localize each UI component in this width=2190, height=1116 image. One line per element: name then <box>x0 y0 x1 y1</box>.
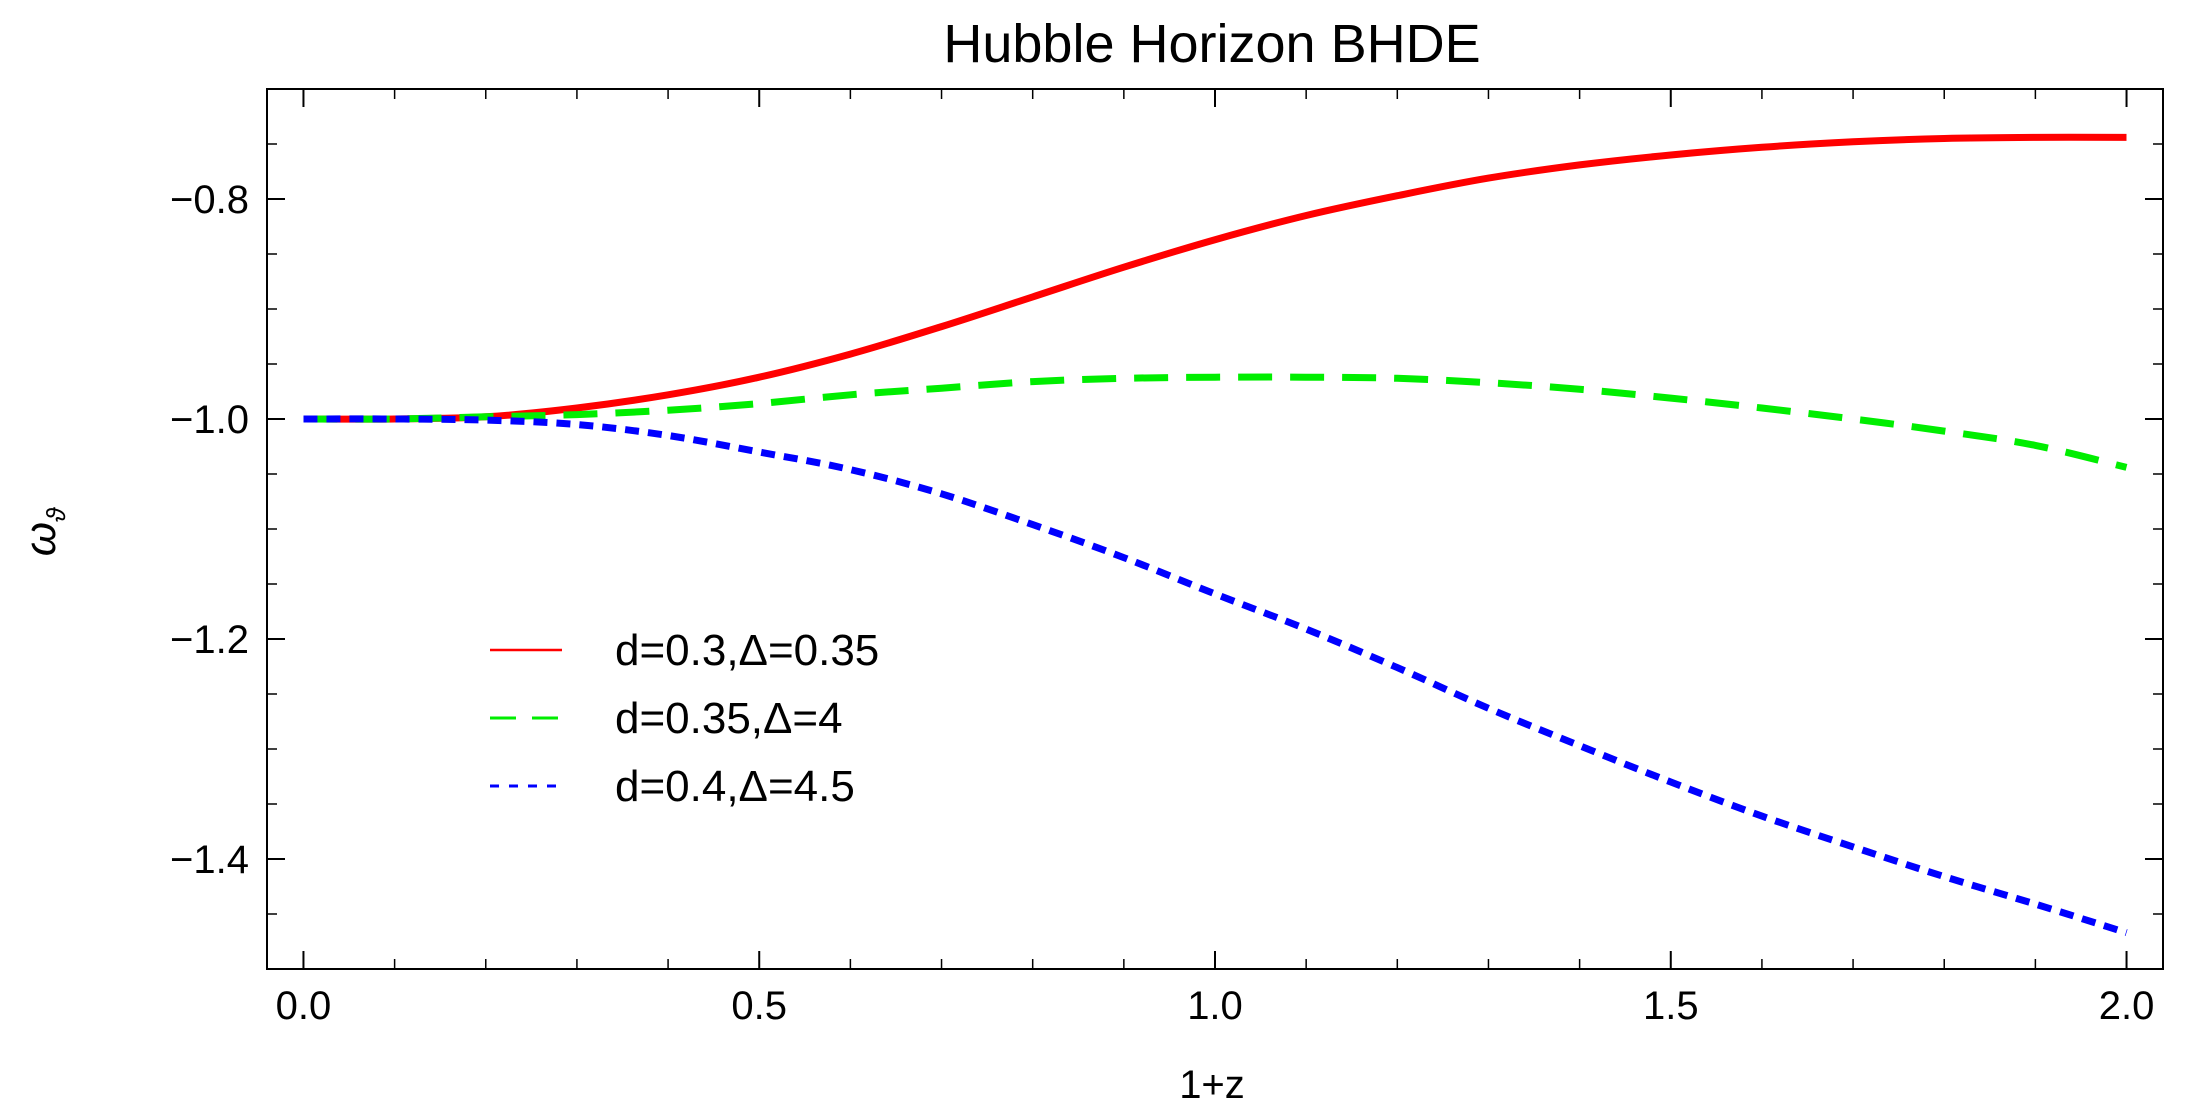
svg-text:ωϑ: ωϑ <box>16 507 71 556</box>
y-tick-label: −1.2 <box>170 618 249 662</box>
x-tick-label: 0.0 <box>276 984 332 1028</box>
plot-frame <box>266 88 2164 970</box>
y-tick-label: −1.0 <box>170 398 249 442</box>
legend: d=0.3,Δ=0.35 d=0.35,Δ=4 d=0.4,Δ=4.5 <box>490 626 879 811</box>
y-tick-label: −1.4 <box>170 838 249 882</box>
x-tick-label: 1.0 <box>1187 984 1243 1028</box>
y-axis-label: ωϑ <box>16 507 71 556</box>
x-tick-label: 2.0 <box>2099 984 2155 1028</box>
y-axis-label-symbol: ω <box>16 522 65 556</box>
plot-series <box>303 133 2128 937</box>
chart-title: Hubble Horizon BHDE <box>943 14 1480 74</box>
series-line-d-0-3-0-35 <box>303 133 2127 423</box>
series-line-d-0-4-4-5 <box>303 415 2128 937</box>
legend-label: d=0.3,Δ=0.35 <box>615 626 879 675</box>
y-tick-label: −0.8 <box>170 178 249 222</box>
y-axis-label-subscript: ϑ <box>41 507 71 522</box>
x-axis-label: 1+z <box>1179 1063 1245 1107</box>
legend-label: d=0.35,Δ=4 <box>615 694 843 743</box>
x-tick-label: 1.5 <box>1643 984 1699 1028</box>
x-tick-labels: 0.0 0.5 1.0 1.5 2.0 <box>276 984 2155 1028</box>
y-tick-labels: −0.8 −1.0 −1.2 −1.4 <box>170 178 249 882</box>
x-tick-label: 0.5 <box>731 984 787 1028</box>
axis-ticks <box>267 89 2163 969</box>
legend-label: d=0.4,Δ=4.5 <box>615 762 855 811</box>
series-line-d-0-35-4 <box>303 373 2128 471</box>
